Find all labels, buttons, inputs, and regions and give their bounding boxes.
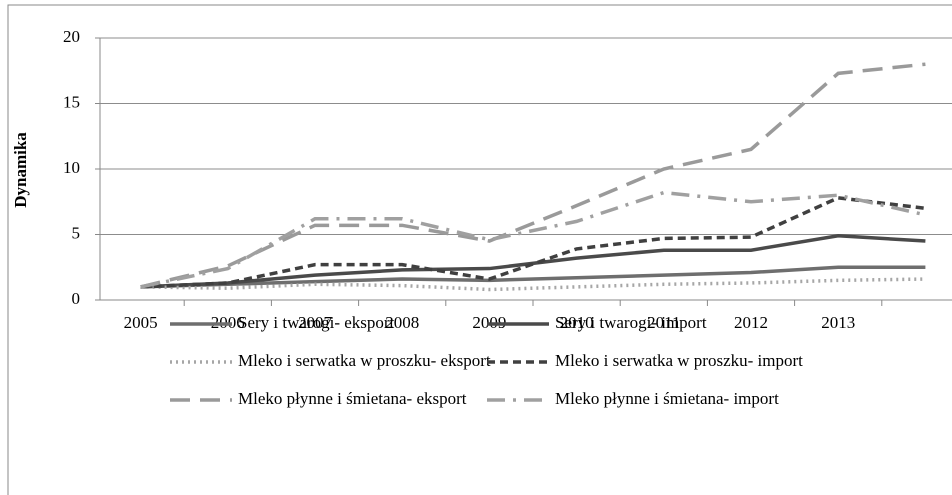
series-line bbox=[140, 265, 926, 289]
x-tick-label: 2010 bbox=[560, 313, 594, 332]
x-tick-label: 2008 bbox=[385, 313, 419, 332]
y-tick-label: 15 bbox=[63, 92, 80, 111]
legend-label: Mleko i serwatka w proszku- eksport bbox=[238, 351, 491, 370]
legend-label: Mleko i serwatka w proszku- import bbox=[555, 351, 803, 370]
x-tick-label: 2007 bbox=[298, 313, 333, 332]
legend-label: Sery i twarogi- eksport bbox=[238, 313, 395, 332]
chart-frame bbox=[7, 4, 952, 495]
legend-label: Mleko płynne i śmietana- eksport bbox=[238, 389, 467, 408]
y-tick-label: 10 bbox=[63, 158, 80, 177]
series-line bbox=[140, 277, 926, 292]
legend-label: Sery i twarogi- import bbox=[555, 313, 707, 332]
y-tick-label: 0 bbox=[72, 289, 81, 308]
series-line bbox=[140, 234, 926, 289]
x-tick-label: 2005 bbox=[124, 313, 158, 332]
y-axis-label: Dynamika bbox=[11, 132, 30, 208]
legend-label: Mleko płynne i śmietana- import bbox=[555, 389, 779, 408]
y-tick-label: 5 bbox=[72, 223, 81, 242]
series-line bbox=[140, 196, 926, 289]
x-tick-label: 2013 bbox=[821, 313, 855, 332]
series-line bbox=[140, 190, 926, 289]
x-tick-label: 2012 bbox=[734, 313, 768, 332]
x-tick-label: 2011 bbox=[647, 313, 680, 332]
series-line bbox=[140, 62, 926, 289]
y-tick-label: 20 bbox=[63, 27, 80, 46]
